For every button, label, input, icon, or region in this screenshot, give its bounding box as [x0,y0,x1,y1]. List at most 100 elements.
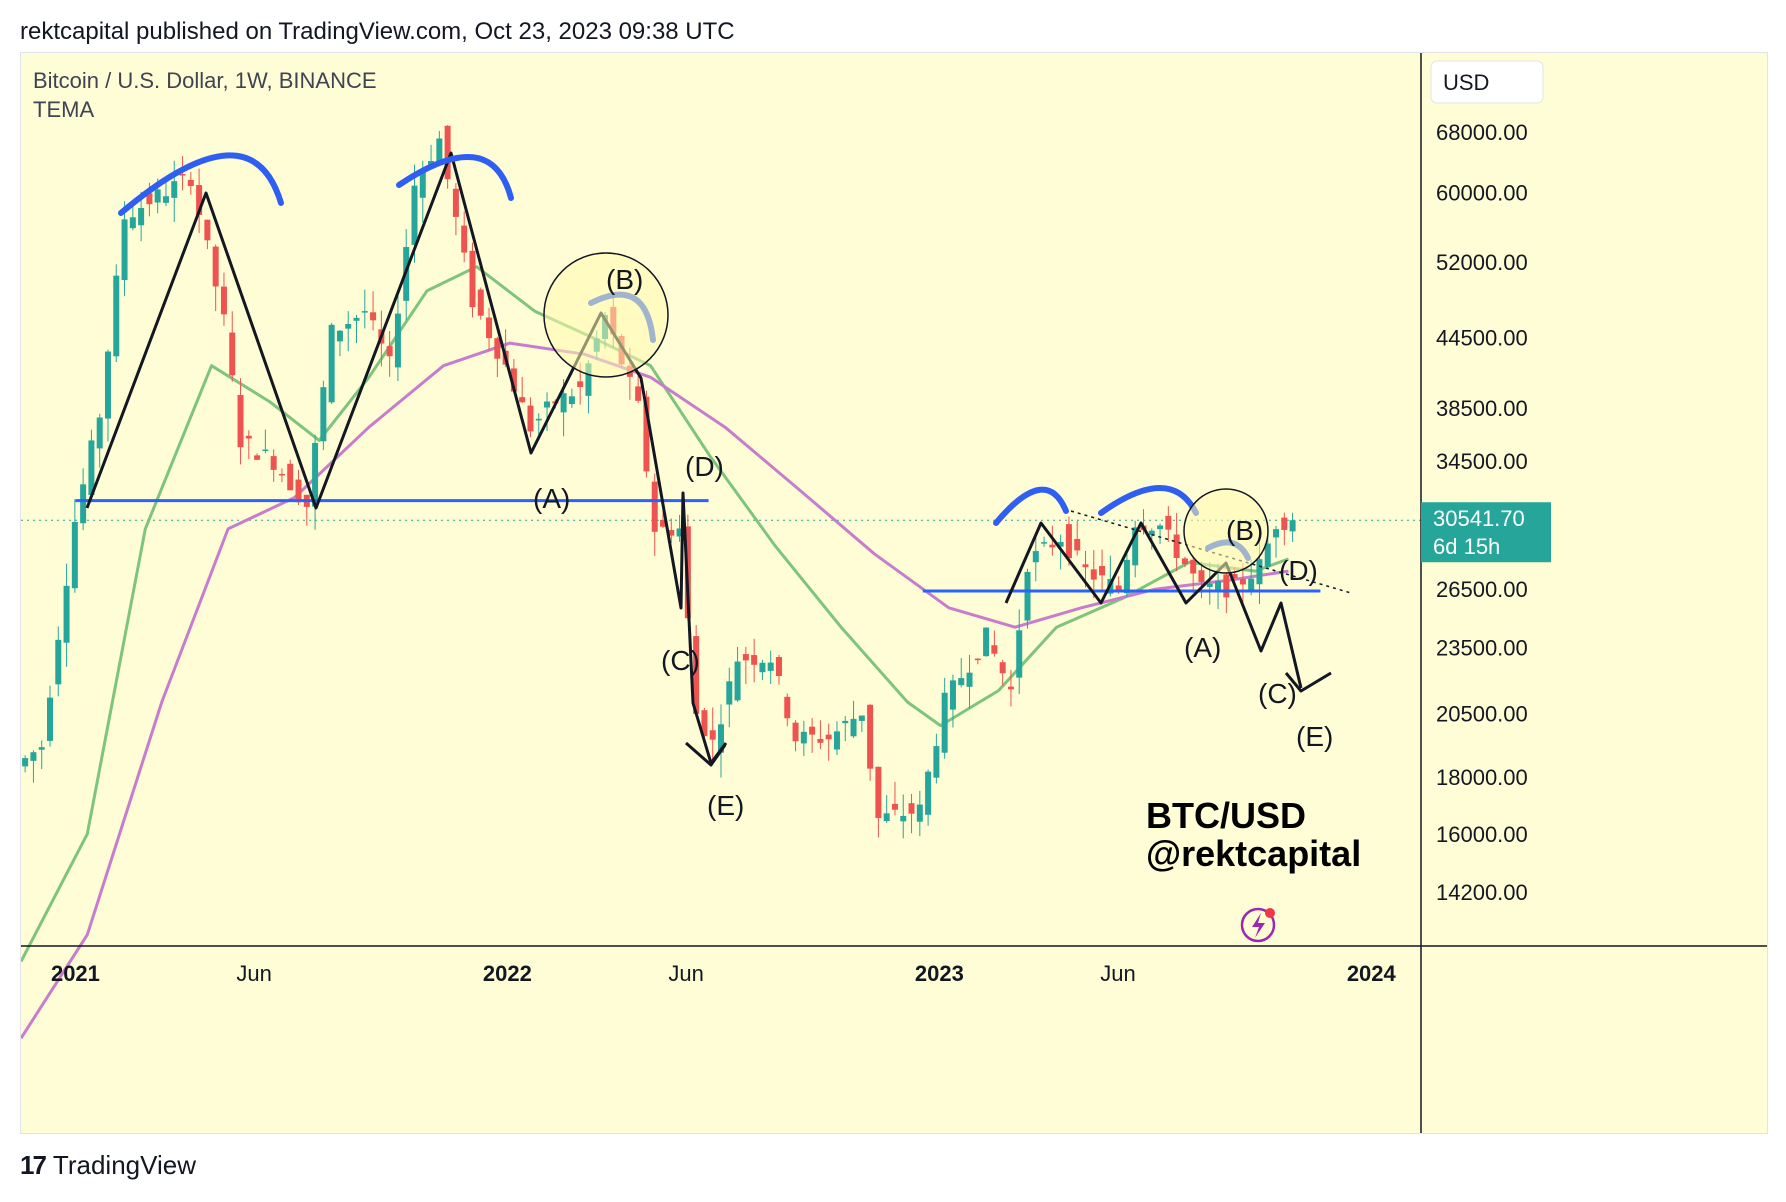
wave-label: (B) [606,264,643,295]
drawings-layer [85,151,1352,943]
candle-body [809,726,816,735]
candle-body [461,225,468,253]
candle-body [55,639,62,685]
candle-body [262,449,269,452]
arc-top-2021a [118,152,284,216]
candle-body [162,196,169,203]
candle-body [1198,570,1205,582]
wave-label: (D) [685,451,724,482]
candle-body [1165,515,1172,530]
candle-body [452,188,459,217]
candle-body [1090,569,1097,580]
candle-body [353,317,360,321]
candle-body [527,405,534,432]
candle-body [38,747,45,750]
candle-body [171,181,178,198]
candle-body [1157,525,1164,530]
candle-body [651,481,658,532]
zigzag-2023 [1004,521,1303,689]
candle-body [1281,517,1288,530]
candle-body [1239,579,1246,585]
tradingview-logo-icon: 17 [20,1150,47,1180]
candle-body [1032,551,1039,563]
wave-label: (E) [707,790,744,821]
candle-body [1248,578,1255,593]
candle-body [974,658,981,661]
circle-b-2022 [543,252,669,378]
publish-header: rektcapital published on TradingView.com… [20,18,735,45]
candle-body [701,710,708,737]
candle-body [30,752,37,761]
candle-body [1215,580,1222,592]
candle-body [1123,559,1130,594]
arc-top-2023b [1098,485,1199,516]
candle-body [212,246,219,287]
candle-body [1115,585,1122,591]
chart-frame[interactable]: 68000.00 60000.00 52000.00 44500.00 38500.00… [20,52,1768,1134]
watermark-text: @rektcapital [1146,833,1361,874]
price-chart[interactable]: 68000.00 60000.00 52000.00 44500.00 38500.00… [21,53,1767,1133]
y-tick-label: 16000.00 [1436,822,1528,847]
candle-body [900,815,907,822]
y-tick-label: 26500.00 [1436,577,1528,602]
candle-body [784,696,791,719]
candle-body [1065,524,1072,559]
y-tick-label: 60000.00 [1436,181,1528,206]
candle-body [933,746,940,778]
candle-body [858,715,865,721]
candle-body [494,338,501,359]
candle-body [1057,541,1064,547]
notification-dot [1265,908,1275,918]
candle-body [1289,520,1296,532]
candle-body [643,396,650,472]
candle-body [676,528,683,537]
candle-body [751,655,758,665]
candle-body [519,397,526,403]
candle-body [1074,538,1081,551]
candle-body [693,636,700,714]
support-layer [75,499,1321,593]
candle-body [544,401,551,408]
candle-body [444,125,451,180]
candle-body [635,386,642,401]
candle-body [941,692,948,753]
candle-body [71,521,78,589]
y-tick-label: 52000.00 [1436,250,1528,275]
candle-body [419,171,426,198]
candle-body [394,313,401,368]
candle-body [825,734,832,740]
candle-body [983,627,990,657]
candle-body [1007,686,1014,690]
candle-body [436,138,443,164]
wave-label: (A) [1184,632,1221,663]
candle-body [245,435,252,439]
candle-body [121,219,128,281]
candle-body [270,456,277,470]
candle-body [668,529,675,536]
candle-body [411,185,418,245]
candle-body [129,217,136,229]
x-tick-label: 2023 [915,961,964,986]
candle-body [999,662,1006,674]
candle-body [1099,565,1106,576]
candle-body [204,219,211,241]
candle-body [1231,574,1238,578]
candle-body [925,771,932,815]
x-tick-label: 2022 [483,961,532,986]
candle-body [237,395,244,448]
candle-body [179,174,186,176]
wave-label: (D) [1279,555,1318,586]
arc-top-2023a [993,486,1069,526]
lightning-icon [1240,907,1276,943]
arrow-e-2022 [685,741,727,767]
candle-body [1223,574,1230,598]
candle-body [1256,559,1263,585]
circle-b-2023 [1183,488,1269,574]
candle-body [295,479,302,503]
candle-body [361,311,368,313]
candle-body [585,363,592,396]
candle-body [709,730,716,740]
y-tick-label: 14200.00 [1436,880,1528,905]
candle-body [767,662,774,671]
candle-body [817,738,824,743]
